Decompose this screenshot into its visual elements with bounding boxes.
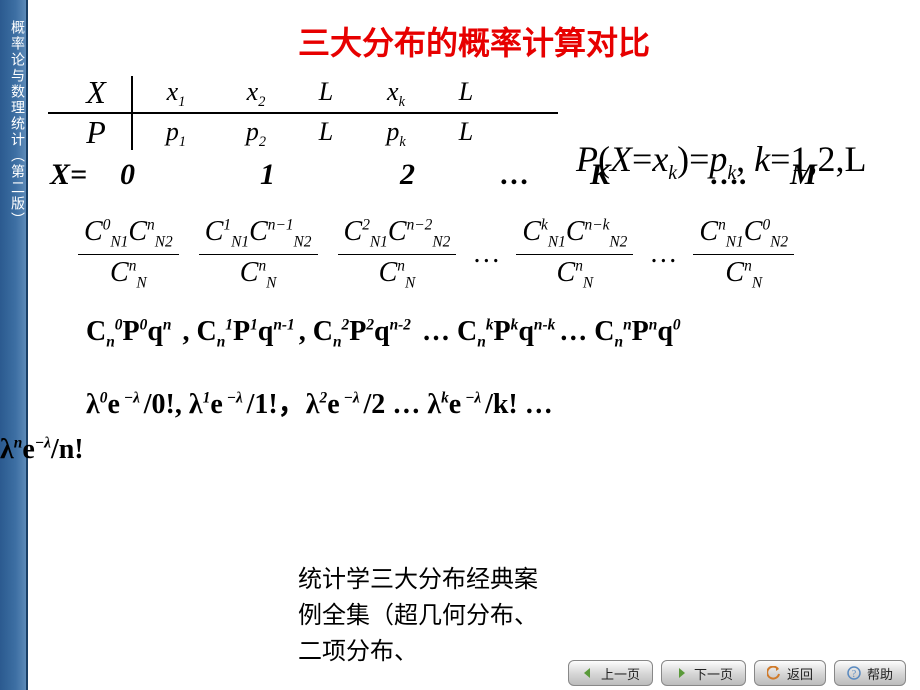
slide-title: 三大分布的概率计算对比: [28, 0, 920, 72]
svg-text:?: ?: [852, 669, 857, 680]
distribution-table: X P x1x2LxkLp1p2LpkL P(X=xk)=pk, k=1,2,L: [36, 72, 920, 152]
binom-term: Cn0P0qn: [86, 316, 171, 347]
slide-content: 三大分布的概率计算对比 X P x1x2LxkLp1p2LpkL P(X=xk)…: [28, 0, 920, 690]
table-cell: L: [436, 112, 496, 152]
x-val-0: 0: [120, 158, 260, 192]
poisson-term: λ2e −λ /2: [306, 389, 386, 420]
probability-formula: P(X=xk)=pk, k=1,2,L: [576, 138, 866, 185]
poisson-term: λ0e −λ /0!: [86, 389, 175, 420]
ellipsis: …: [649, 238, 677, 270]
arrow-right-icon: [674, 666, 688, 680]
binom-term: CnkPkqn-k: [457, 316, 555, 347]
footer-caption: 统计学三大分布经典案例全集（超几何分布、二项分布、: [298, 562, 558, 670]
table-cell: L: [296, 112, 356, 152]
table-cell: L: [436, 72, 496, 112]
table-cell: xk: [356, 72, 436, 112]
table-cell: L: [296, 72, 356, 112]
table-cell: p2: [216, 112, 296, 152]
return-label: 返回: [787, 664, 813, 683]
return-button[interactable]: 返回: [754, 660, 826, 686]
table-cells: x1x2LxkLp1p2LpkL: [136, 72, 496, 152]
x-label: X=: [50, 158, 120, 192]
course-sidebar: 概率论与数理统计（第二版）: [0, 0, 28, 690]
binom-term: CnnPnq0: [594, 316, 680, 347]
ellipsis: …: [472, 238, 500, 270]
hyper-term: C2N1Cn−2N2 CnN: [338, 216, 457, 292]
x-val-2: 2: [400, 158, 500, 192]
table-cell: p1: [136, 112, 216, 152]
binom-term: Cn1P1qn-1: [196, 316, 294, 347]
hyper-term: CkN1Cn−kN2 CnN: [516, 216, 633, 292]
table-cell: x1: [136, 72, 216, 112]
poisson-row: λ0e −λ /0!, λ1e −λ /1!，λ2e −λ /2 … λke −…: [86, 382, 920, 422]
binom-term: Cn2P2qn-2: [313, 316, 411, 347]
hyper-term: C0N1CnN2 CnN: [78, 216, 179, 292]
hyper-term: C1N1Cn−1N2 CnN: [199, 216, 318, 292]
return-icon: [767, 666, 781, 680]
table-cell: x2: [216, 72, 296, 112]
nav-bar: 上一页 下一页 返回 ? 帮助: [568, 660, 906, 686]
next-button[interactable]: 下一页: [661, 660, 746, 686]
prev-label: 上一页: [601, 664, 640, 683]
poisson-tail: λne−λ/n!: [0, 434, 84, 466]
poisson-tail-term: λne−λ/n!: [0, 434, 84, 465]
next-label: 下一页: [694, 664, 733, 683]
row-header-x: X: [66, 72, 126, 112]
sidebar-title: 概率论与数理统计（第二版）: [9, 20, 24, 228]
help-button[interactable]: ? 帮助: [834, 660, 906, 686]
arrow-left-icon: [581, 666, 595, 680]
prev-button[interactable]: 上一页: [568, 660, 653, 686]
row-header-p: P: [66, 112, 126, 152]
table-cell: pk: [356, 112, 436, 152]
hypergeometric-row: C0N1CnN2 CnN C1N1Cn−1N2 CnN C2N1Cn−2N2 C…: [68, 216, 920, 292]
help-icon: ?: [847, 666, 861, 680]
binomial-row: Cn0P0qn , Cn1P1qn-1, Cn2P2qn-2 … CnkPkqn…: [86, 316, 920, 352]
poisson-term: λke −λ /k!: [427, 389, 517, 420]
help-label: 帮助: [867, 664, 893, 683]
hyper-term: CnN1C0N2 CnN: [693, 216, 794, 292]
poisson-term: λ1e −λ /1!: [189, 389, 278, 420]
x-val-1: 1: [260, 158, 400, 192]
